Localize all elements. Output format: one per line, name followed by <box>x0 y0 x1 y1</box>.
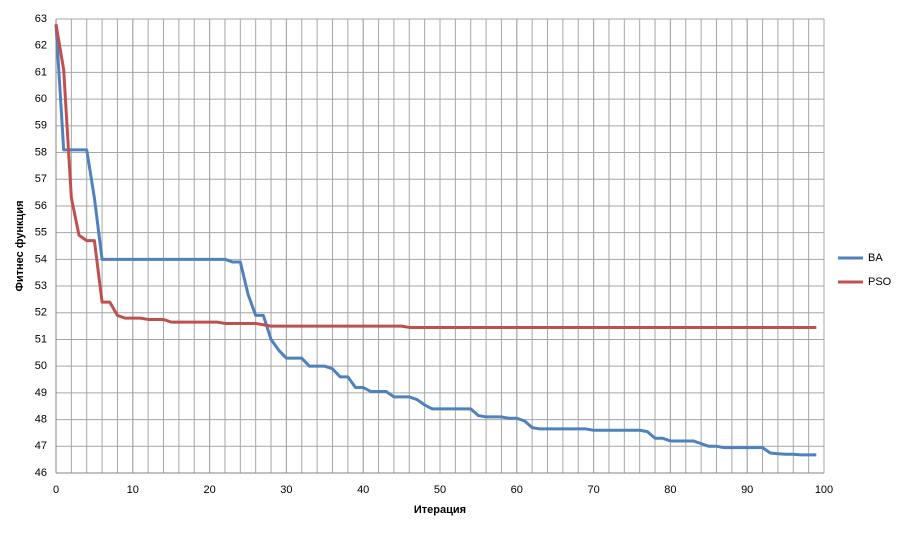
line-series <box>54 24 817 329</box>
x-tick-label: 60 <box>511 484 523 496</box>
x-tick-label: 40 <box>357 484 369 496</box>
y-tick-label: 54 <box>35 253 47 265</box>
x-axis-title: Итерация <box>414 504 466 516</box>
y-tick-label: 58 <box>35 146 47 158</box>
legend-label: BA <box>868 252 883 264</box>
y-tick-label: 53 <box>35 280 47 292</box>
x-tick-label: 70 <box>587 484 599 496</box>
y-tick-label: 62 <box>35 40 47 52</box>
y-tick-label: 51 <box>35 333 47 345</box>
x-tick-label: 20 <box>203 484 215 496</box>
y-tick-label: 63 <box>35 13 47 25</box>
x-tick-label: 30 <box>280 484 292 496</box>
x-tick-label: 0 <box>53 484 59 496</box>
legend-label: PSO <box>868 276 892 288</box>
x-tick-label: 80 <box>664 484 676 496</box>
x-tick-label: 10 <box>127 484 139 496</box>
y-tick-label: 56 <box>35 200 47 212</box>
line-series <box>54 24 817 457</box>
y-tick-label: 60 <box>35 93 47 105</box>
y-tick-label: 49 <box>35 387 47 399</box>
y-tick-label: 52 <box>35 307 47 319</box>
y-tick-label: 61 <box>35 66 47 78</box>
y-tick-label: 55 <box>35 227 47 239</box>
x-tick-label: 100 <box>815 484 833 496</box>
y-tick-label: 47 <box>35 440 47 452</box>
y-tick-label: 46 <box>35 467 47 479</box>
y-tick-label: 59 <box>35 120 47 132</box>
x-tick-label: 90 <box>741 484 753 496</box>
y-tick-label: 57 <box>35 173 47 185</box>
y-axis-title: Фитнес функция <box>14 200 26 291</box>
x-tick-label: 50 <box>434 484 446 496</box>
y-tick-label: 48 <box>35 413 47 425</box>
y-tick-label: 50 <box>35 360 47 372</box>
